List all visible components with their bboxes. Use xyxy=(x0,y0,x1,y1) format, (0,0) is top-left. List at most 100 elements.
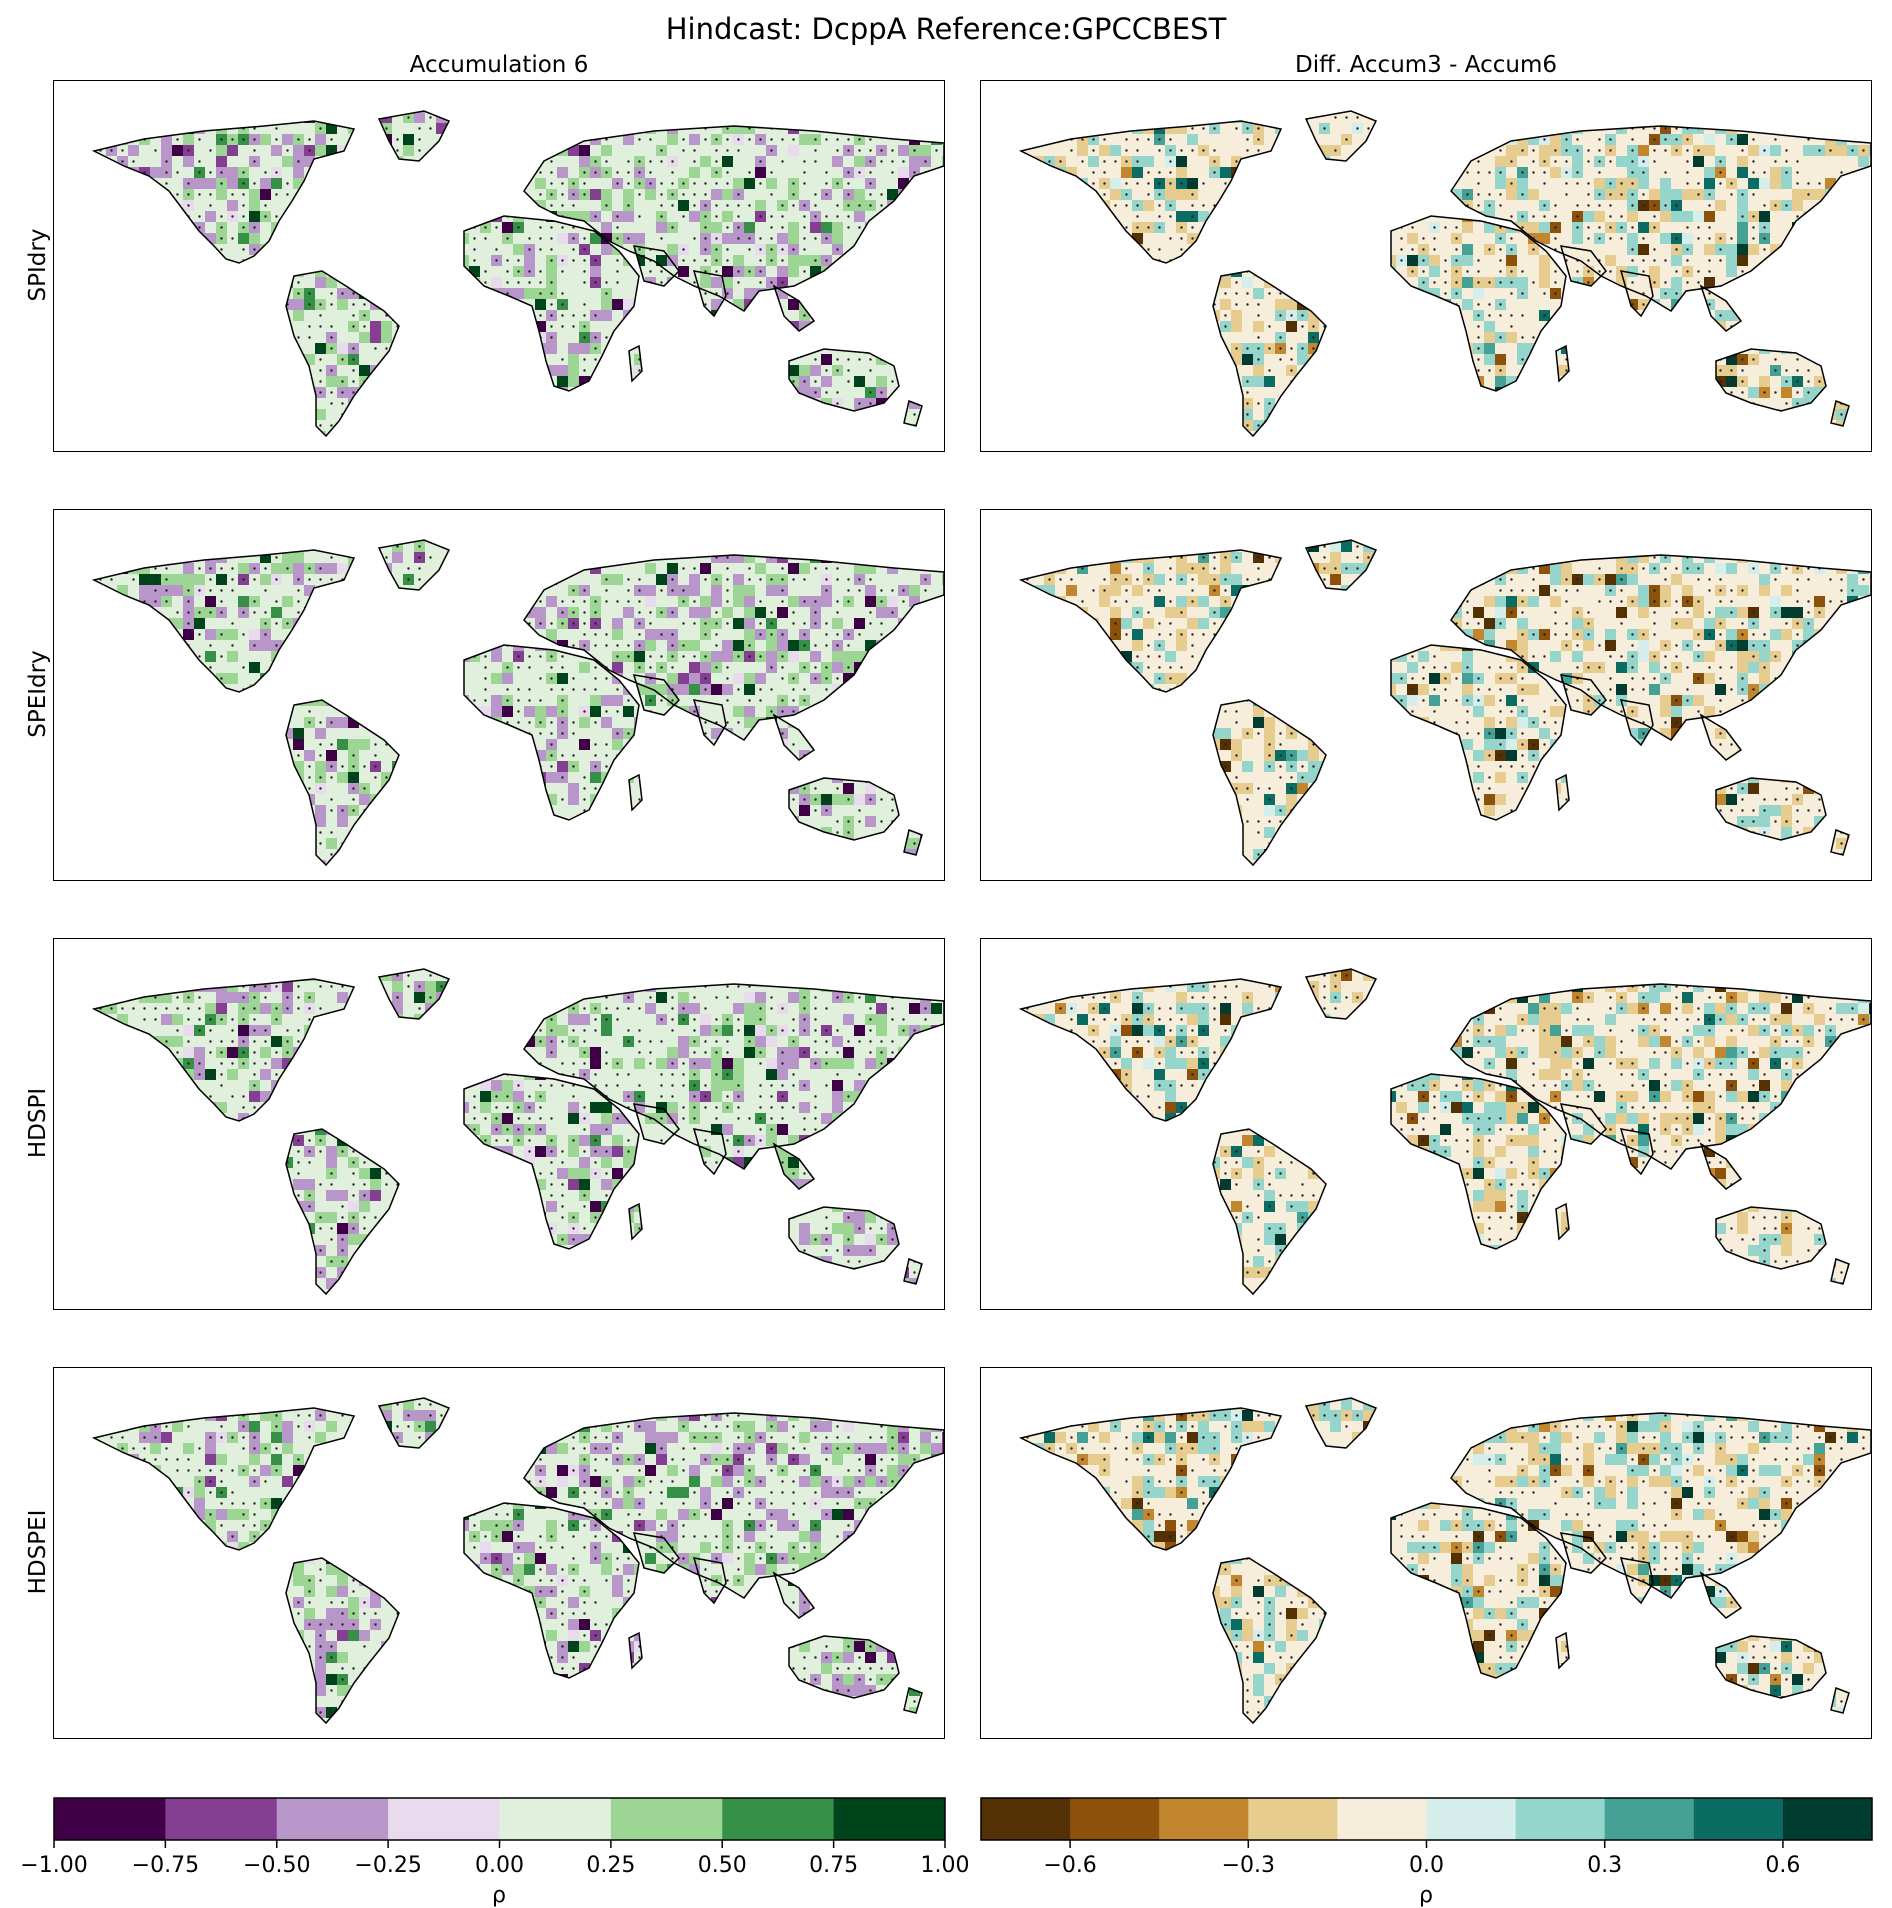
grid-cell xyxy=(755,376,767,388)
significance-dot xyxy=(550,116,552,118)
grid-cell xyxy=(139,123,151,135)
grid-cell xyxy=(128,101,140,113)
significance-dot xyxy=(506,182,508,184)
significance-dot xyxy=(1301,171,1303,173)
grid-cell xyxy=(1704,112,1716,124)
grid-cell xyxy=(403,343,415,355)
significance-dot xyxy=(517,149,519,151)
grid-cell xyxy=(227,244,239,256)
significance-dot xyxy=(781,402,783,404)
significance-dot xyxy=(1719,116,1721,118)
significance-dot xyxy=(1598,138,1600,140)
significance-dot xyxy=(880,292,882,294)
significance-dot xyxy=(132,182,134,184)
grid-cell xyxy=(832,288,844,300)
grid-cell xyxy=(777,332,789,344)
grid-cell xyxy=(810,112,822,124)
grid-cell xyxy=(172,387,184,399)
grid-cell xyxy=(612,101,624,113)
grid-cell xyxy=(392,266,404,278)
grid-cell xyxy=(392,277,404,289)
significance-dot xyxy=(440,336,442,338)
significance-dot xyxy=(1136,149,1138,151)
significance-dot xyxy=(363,204,365,206)
significance-dot xyxy=(572,325,574,327)
grid-cell xyxy=(766,409,778,421)
grid-cell xyxy=(909,222,921,234)
significance-dot xyxy=(187,281,189,283)
grid-cell xyxy=(667,277,679,289)
significance-dot xyxy=(209,424,211,426)
grid-cell xyxy=(469,211,481,223)
grid-cell xyxy=(678,299,690,311)
grid-cell xyxy=(546,398,558,410)
significance-dot xyxy=(1312,149,1314,151)
grid-cell xyxy=(854,332,866,344)
significance-dot xyxy=(583,336,585,338)
grid-cell xyxy=(458,266,470,278)
significance-dot xyxy=(363,325,365,327)
significance-dot xyxy=(913,314,915,316)
significance-dot xyxy=(671,160,673,162)
grid-cell xyxy=(1022,189,1034,201)
grid-cell xyxy=(370,145,382,157)
significance-dot xyxy=(385,182,387,184)
grid-cell xyxy=(1825,167,1837,179)
grid-cell xyxy=(117,222,129,234)
grid-cell xyxy=(755,189,767,201)
grid-cell xyxy=(920,321,932,333)
grid-cell xyxy=(700,321,712,333)
grid-cell xyxy=(205,343,217,355)
grid-cell xyxy=(1550,167,1562,179)
significance-dot xyxy=(143,336,145,338)
significance-dot xyxy=(198,160,200,162)
grid-cell xyxy=(931,222,943,234)
grid-cell xyxy=(139,112,151,124)
grid-cell xyxy=(634,387,646,399)
grid-cell xyxy=(95,277,107,289)
grid-cell xyxy=(733,255,745,267)
significance-dot xyxy=(1268,182,1270,184)
significance-dot xyxy=(462,182,464,184)
significance-dot xyxy=(539,281,541,283)
grid-cell xyxy=(1528,112,1540,124)
grid-cell xyxy=(568,398,580,410)
significance-dot xyxy=(1125,149,1127,151)
grid-cell xyxy=(1176,134,1188,146)
significance-dot xyxy=(770,116,772,118)
grid-cell xyxy=(1572,189,1584,201)
grid-cell xyxy=(436,244,448,256)
grid-cell xyxy=(414,200,426,212)
grid-cell xyxy=(95,255,107,267)
grid-cell xyxy=(491,354,503,366)
significance-dot xyxy=(638,105,640,107)
significance-dot xyxy=(517,446,519,448)
world-map xyxy=(981,81,1872,452)
significance-dot xyxy=(484,160,486,162)
grid-cell xyxy=(1440,123,1452,135)
grid-cell xyxy=(920,387,932,399)
significance-dot xyxy=(275,314,277,316)
significance-dot xyxy=(605,171,607,173)
grid-cell xyxy=(744,387,756,399)
grid-cell xyxy=(392,420,404,432)
grid-cell xyxy=(425,354,437,366)
grid-cell xyxy=(84,288,96,300)
grid-cell xyxy=(1319,101,1331,113)
significance-dot xyxy=(649,270,651,272)
grid-cell xyxy=(777,376,789,388)
significance-dot xyxy=(121,325,123,327)
grid-cell xyxy=(260,222,272,234)
grid-cell xyxy=(315,332,327,344)
grid-cell xyxy=(337,200,349,212)
grid-cell xyxy=(271,277,283,289)
grid-cell xyxy=(205,398,217,410)
grid-cell xyxy=(1209,101,1221,113)
grid-cell xyxy=(898,211,910,223)
grid-cell xyxy=(1396,178,1408,190)
grid-cell xyxy=(271,321,283,333)
grid-cell xyxy=(689,101,701,113)
grid-cell xyxy=(172,255,184,267)
grid-cell xyxy=(590,299,602,311)
significance-dot xyxy=(1752,127,1754,129)
